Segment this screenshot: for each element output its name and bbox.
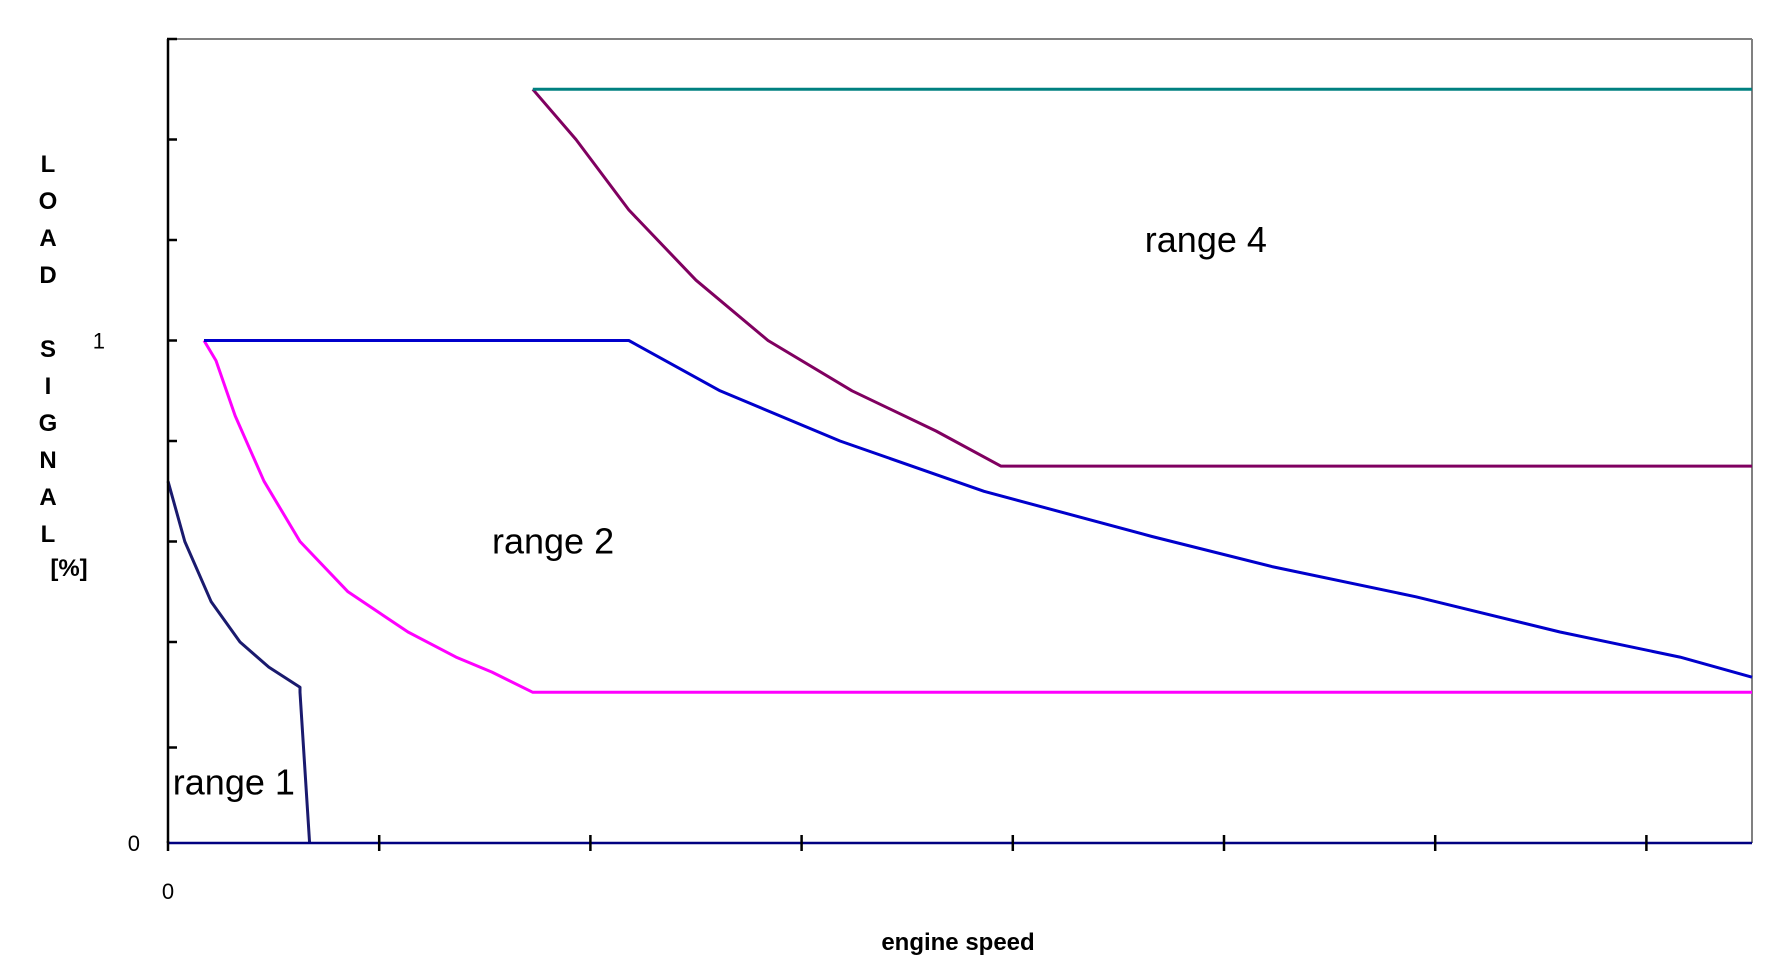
range-annotations: range 1 range 2 range 4 — [173, 219, 1267, 803]
y-axis-title-letter: D — [39, 262, 56, 289]
plot-border — [168, 38, 1753, 843]
range-label-3: range 4 — [1145, 219, 1267, 260]
axes-layer — [166, 39, 1752, 845]
range-label-1: range 1 — [173, 762, 295, 803]
y-axis-title-letter: A — [39, 225, 56, 252]
y-axis-title-letter: G — [39, 410, 58, 437]
y-tick-label-1: 1 — [93, 329, 105, 354]
range-label-2: range 2 — [492, 521, 614, 562]
y-axis-title-letter: O — [39, 188, 58, 215]
series-layer — [166, 87, 1753, 844]
y-axis-title-letter: A — [39, 484, 56, 511]
y-axis-title-letter: I — [45, 373, 52, 400]
y-axis-title-letter: S — [40, 336, 56, 363]
y-axis-title-letter: N — [39, 447, 56, 474]
y-axis-title-letter: L — [41, 151, 56, 178]
y-tick-label-2: 0 — [128, 831, 140, 856]
series-line-3 — [204, 339, 1753, 679]
x-axis-title: engine speed — [881, 929, 1034, 956]
labels-layer: engine speed [%] 0 1 0 — [50, 329, 1034, 957]
ticks-layer — [166, 37, 1648, 851]
y-axis-unit: [%] — [50, 555, 87, 582]
series-line-4 — [531, 88, 1752, 468]
series-line-1 — [166, 480, 312, 844]
series-line-2 — [202, 339, 1752, 694]
x-tick-label-1: 0 — [162, 879, 174, 904]
y-axis-title-letter: L — [41, 521, 56, 548]
